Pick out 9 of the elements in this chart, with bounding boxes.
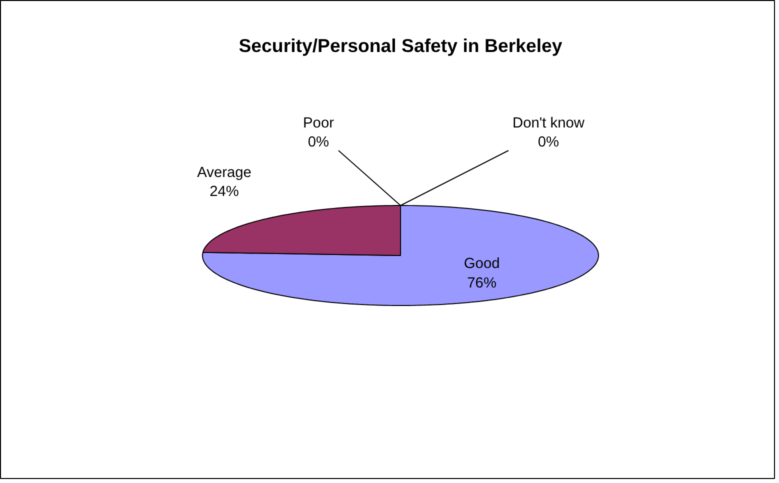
slice-label: Average — [197, 165, 252, 182]
chart-title: Security/Personal Safety in Berkeley — [238, 35, 563, 56]
data-label: 76% — [467, 275, 496, 292]
slice-label: Good — [464, 256, 500, 272]
category-label: Don't know — [512, 115, 585, 132]
text: 0% — [538, 134, 560, 150]
category-label: Poor — [303, 115, 334, 132]
data-label: 24% — [210, 184, 239, 200]
text: 0% — [308, 134, 330, 150]
